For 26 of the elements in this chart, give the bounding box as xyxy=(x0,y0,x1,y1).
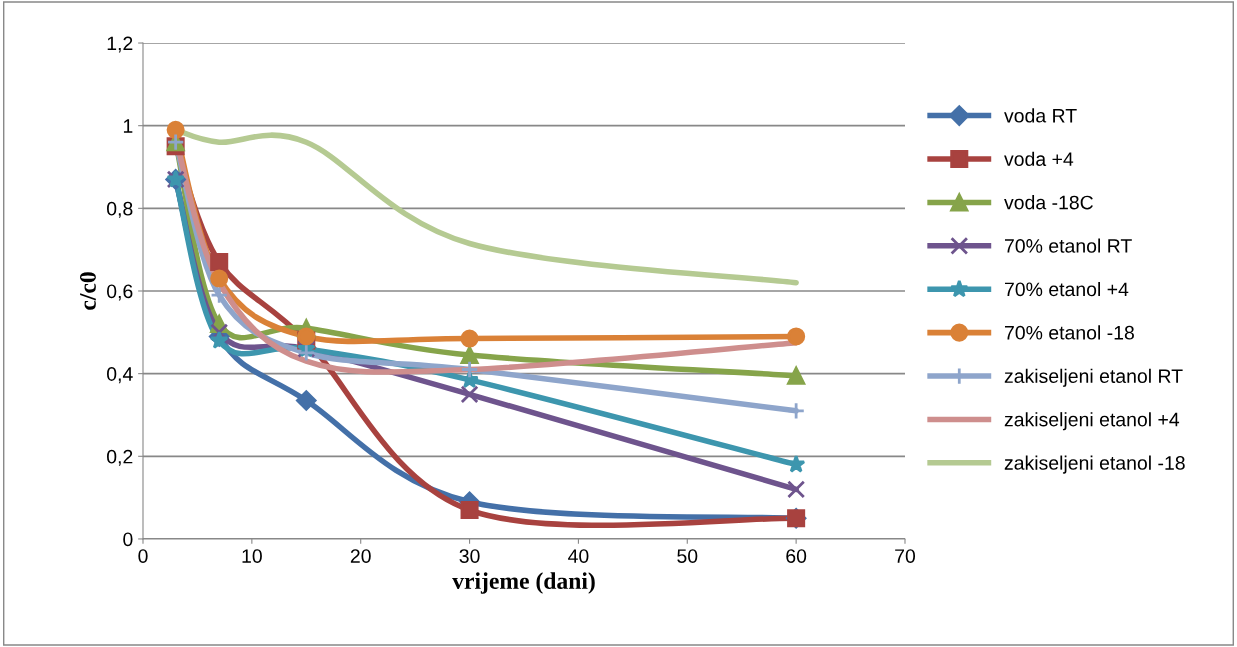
y-tick-label: 1,2 xyxy=(107,36,133,53)
legend-label: 70% etanol RT xyxy=(1004,238,1132,253)
x-tick-label: 10 xyxy=(242,549,262,563)
legend-label: zakiseljeni etanol -18 xyxy=(1004,455,1185,474)
x-tick-label: 0 xyxy=(138,549,148,563)
legend-label: voda -18C xyxy=(1004,195,1093,210)
legend-label: zakiseljeni etanol RT xyxy=(1004,368,1183,387)
y-tick-label: 0,2 xyxy=(107,449,133,466)
legend-label: voda +4 xyxy=(1004,151,1074,166)
y-tick-label: 0,8 xyxy=(107,201,133,218)
legend-label: 70% etanol +4 xyxy=(1004,281,1129,297)
x-tick-label: 40 xyxy=(568,549,589,563)
legend-label: zakiseljeni etanol +4 xyxy=(1004,412,1180,431)
y-tick-label: 0 xyxy=(123,532,133,547)
x-axis-title: vrijeme (dani) xyxy=(452,572,595,594)
y-tick-label: 0,4 xyxy=(107,367,133,384)
x-tick-label: 50 xyxy=(677,549,698,563)
x-tick-label: 70 xyxy=(895,549,916,563)
y-axis-title: c/c0 xyxy=(79,272,96,310)
y-tick-label: 1 xyxy=(123,119,133,133)
x-tick-label: 20 xyxy=(350,549,371,563)
x-tick-label: 30 xyxy=(459,549,480,563)
legend-label: voda RT xyxy=(1004,108,1077,123)
y-tick-label: 0,6 xyxy=(107,284,133,301)
legend-label: 70% etanol -18 xyxy=(1004,325,1134,340)
x-tick-label: 60 xyxy=(786,549,807,563)
